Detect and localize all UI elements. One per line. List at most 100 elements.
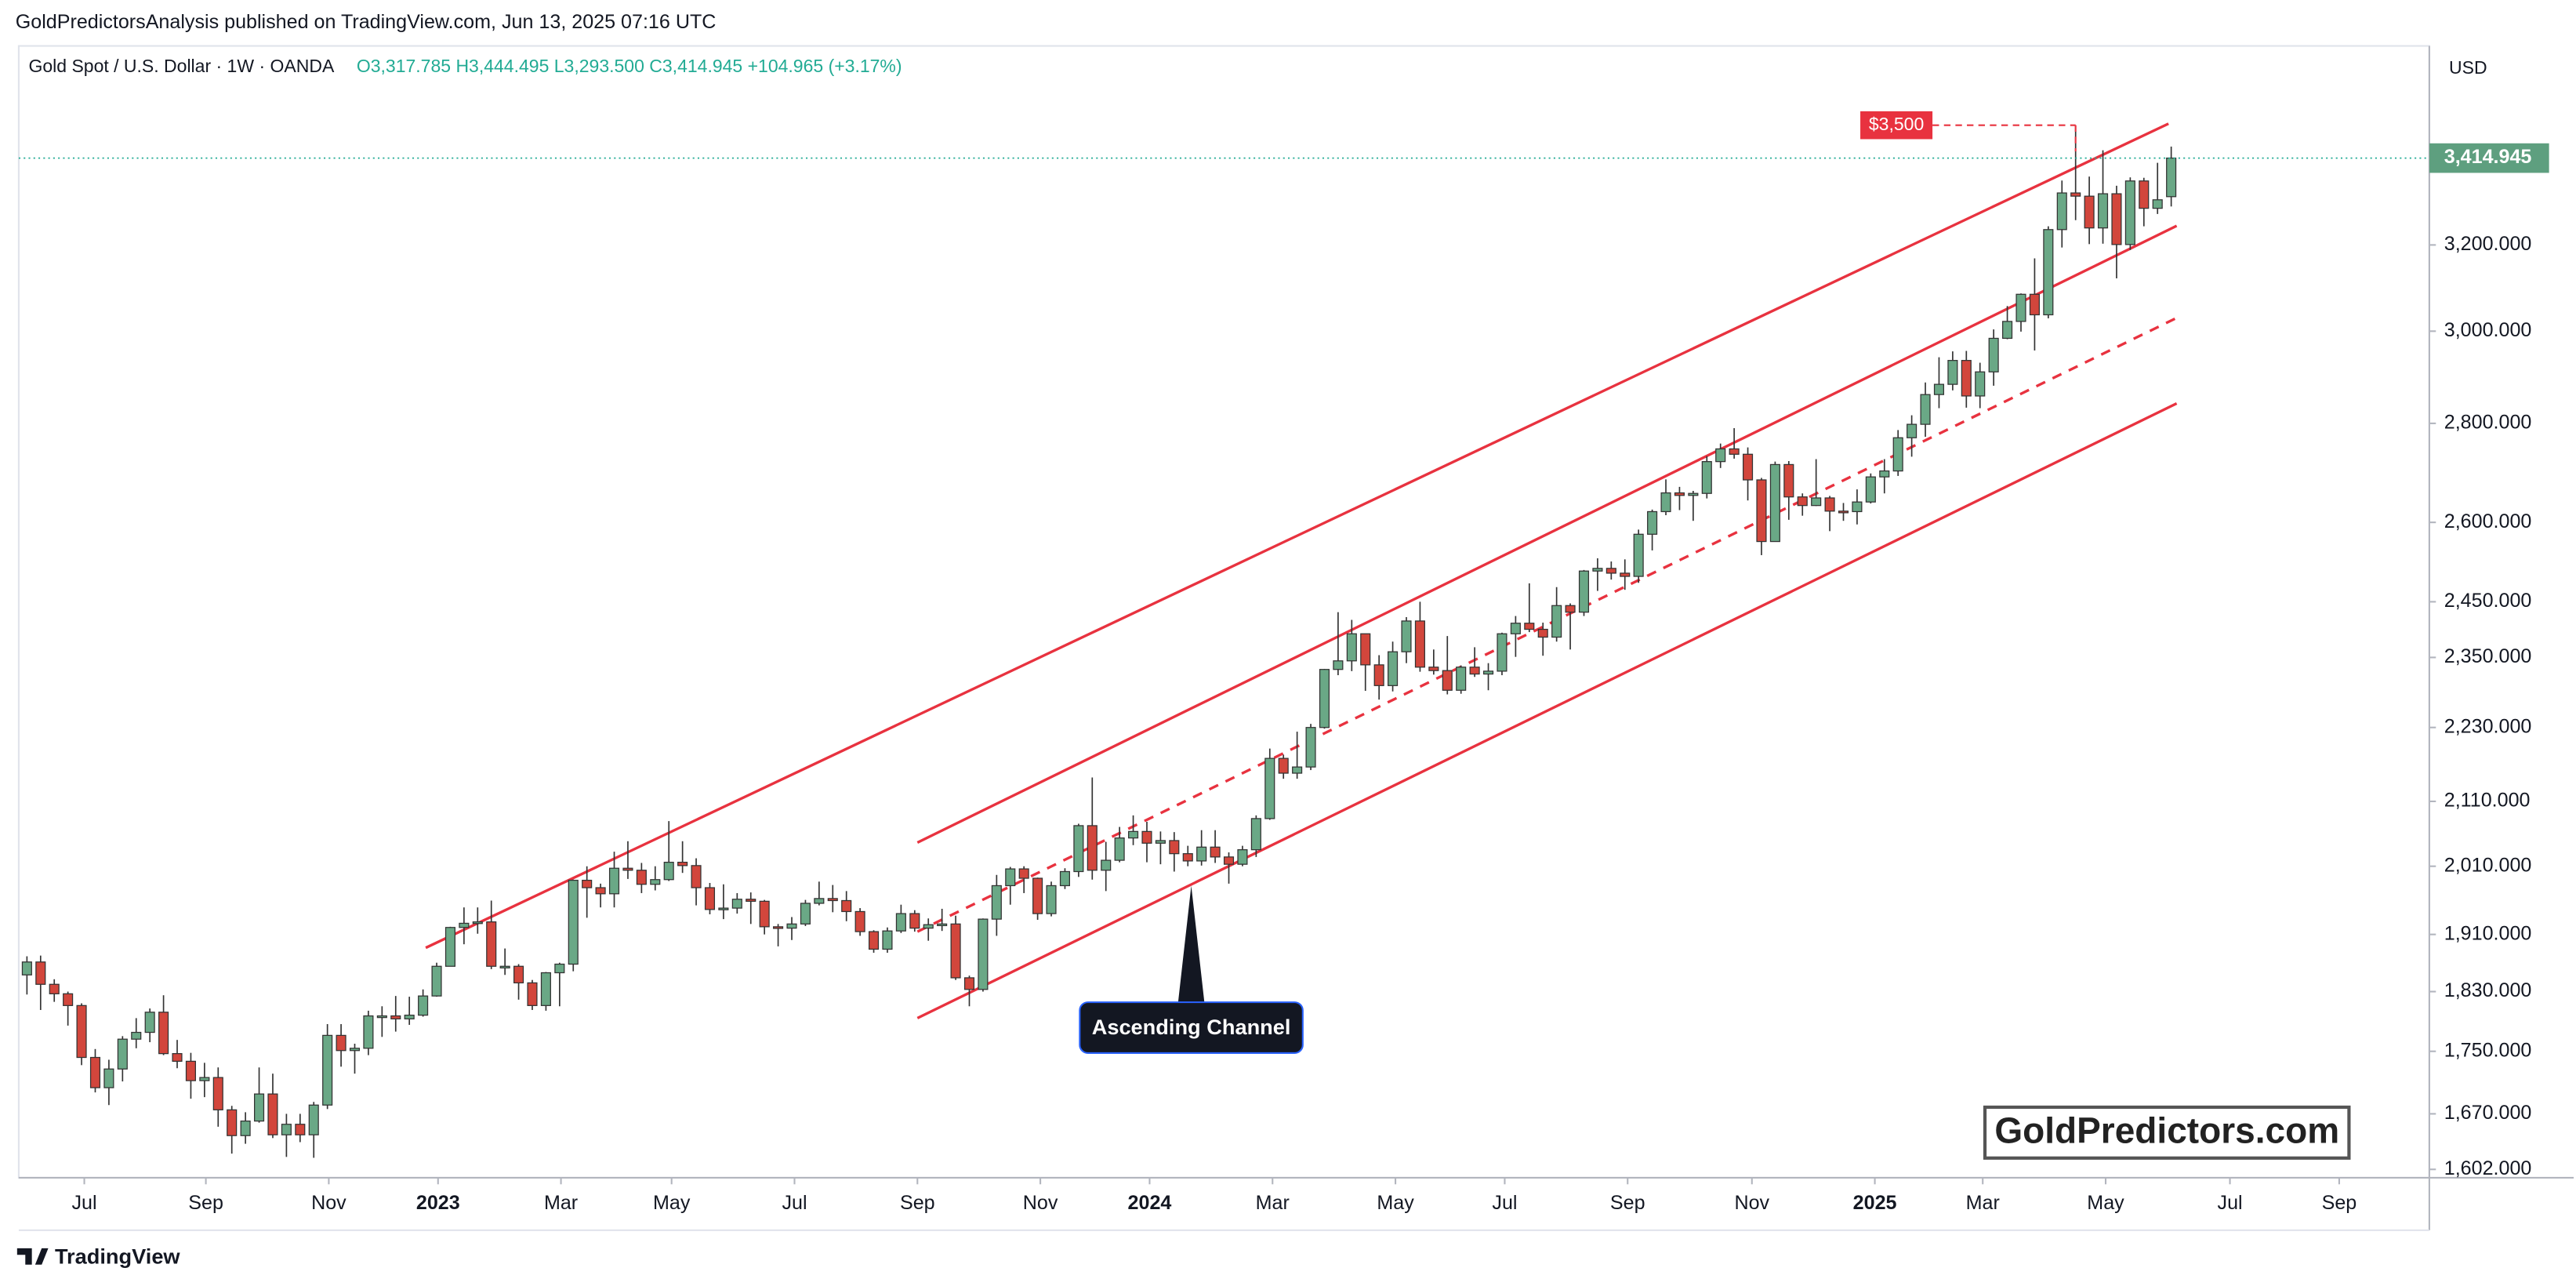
x-tick-label: Sep <box>900 1192 935 1214</box>
candle-body <box>418 995 429 1016</box>
y-tick-label: 2,010.000 <box>2444 854 2532 876</box>
currency-label: USD <box>2449 57 2487 78</box>
ohlc-legend: O3,317.785 H3,444.495 L3,293.500 C3,414.… <box>357 56 902 76</box>
channel-line <box>425 122 2169 950</box>
candle-body <box>1497 633 1508 672</box>
candle-body <box>253 1093 265 1122</box>
candle-body <box>2002 321 2013 340</box>
publisher-line: GoldPredictorsAnalysis published on Trad… <box>16 11 717 33</box>
candle-body <box>759 900 770 928</box>
ohlc-value: C3,414.945 <box>649 56 742 76</box>
candle-body <box>1141 830 1152 844</box>
candle-body <box>2015 293 2026 322</box>
x-tick-label: Sep <box>1610 1192 1645 1214</box>
candle-body <box>1578 570 1590 613</box>
footer-text: TradingView <box>55 1244 180 1269</box>
candle-body <box>1155 840 1166 844</box>
candle-body <box>1087 825 1098 871</box>
candle-body <box>240 1121 251 1136</box>
candle-body <box>1769 463 1780 543</box>
candle-body <box>1128 830 1139 839</box>
candle-body <box>103 1068 114 1088</box>
last-price-label: 3,414.945 <box>2444 146 2532 168</box>
candle-body <box>800 903 811 925</box>
candle-body <box>950 923 961 979</box>
candle-body <box>1852 501 1863 513</box>
candle-body <box>704 887 716 910</box>
candle-body <box>1510 623 1521 634</box>
candle-body <box>1565 605 1576 613</box>
candle-body <box>144 1012 155 1034</box>
x-tick-label: Sep <box>188 1192 223 1214</box>
y-tick-label: 2,110.000 <box>2444 790 2531 812</box>
candle-body <box>117 1038 128 1070</box>
candle-body <box>1892 437 1903 472</box>
candle-body <box>281 1124 292 1135</box>
y-tick-label: 1,750.000 <box>2444 1039 2532 1061</box>
candle-body <box>1920 394 1931 425</box>
candle-body <box>227 1109 238 1136</box>
annotation-label: $3,500 <box>1869 114 1924 134</box>
x-tick-label: Mar <box>1966 1192 2000 1214</box>
candle-body <box>1373 664 1384 686</box>
candle-body <box>1114 837 1125 861</box>
candle-body <box>1401 620 1412 652</box>
x-tick-label: Mar <box>544 1192 578 1214</box>
ohlc-value: L3,293.500 <box>554 56 644 76</box>
candle-body <box>1879 470 1890 478</box>
x-tick-label: Nov <box>311 1192 346 1214</box>
candle-body <box>1264 757 1275 819</box>
candle-body <box>89 1056 101 1088</box>
candle-body <box>636 870 647 885</box>
watermark: GoldPredictors.com <box>1983 1105 2351 1160</box>
y-tick-label: 1,670.000 <box>2444 1102 2532 1124</box>
y-tick-label: 3,200.000 <box>2444 233 2532 255</box>
candle-body <box>595 887 606 895</box>
candle-body <box>1456 667 1467 691</box>
candle-body <box>1292 766 1303 774</box>
candle-body <box>185 1060 196 1081</box>
y-tick-label: 1,830.000 <box>2444 979 2532 1001</box>
candle-body <box>677 861 688 866</box>
candle-body <box>1210 846 1221 858</box>
watermark-text: GoldPredictors.com <box>1994 1110 2339 1151</box>
candle-body <box>909 913 920 929</box>
candle-body <box>937 923 948 927</box>
candle-body <box>1592 568 1603 572</box>
candle-body <box>1524 623 1535 630</box>
candle-body <box>1988 337 1999 372</box>
candle-body <box>1674 492 1685 496</box>
candle-body <box>1865 476 1876 503</box>
candle-body <box>895 913 906 932</box>
candle-body <box>882 930 893 950</box>
candle-body <box>582 879 593 888</box>
x-tick-label: May <box>653 1192 691 1214</box>
candle-body <box>199 1077 210 1081</box>
candle-body <box>1223 856 1235 865</box>
candle-body <box>1743 453 1754 481</box>
candle-body <box>390 1015 401 1019</box>
candle-body <box>731 899 742 909</box>
candle-body <box>1250 818 1261 851</box>
y-tick-label: 1,602.000 <box>2444 1157 2532 1179</box>
candle-body <box>1482 670 1494 675</box>
candle-body <box>1346 633 1357 662</box>
last-price-box <box>2429 143 2549 173</box>
candle-body <box>1319 669 1330 728</box>
candle-body <box>1032 877 1043 914</box>
candle-body <box>1046 885 1057 914</box>
candle-body <box>1428 667 1439 671</box>
x-tick-label: Jul <box>782 1192 807 1214</box>
annotation-box <box>1860 111 1933 140</box>
candle-body <box>295 1124 306 1135</box>
x-tick-label: Jul <box>2218 1192 2243 1214</box>
candle-body <box>308 1104 319 1135</box>
candle-body <box>1537 628 1548 638</box>
x-tick-label: May <box>1377 1192 1414 1214</box>
candle-body <box>1947 360 1958 385</box>
candle-body <box>2124 180 2135 245</box>
candle-body <box>963 977 975 990</box>
candle-body <box>923 924 934 929</box>
candle-body <box>2097 193 2109 229</box>
watermark-box <box>1983 1105 2351 1160</box>
